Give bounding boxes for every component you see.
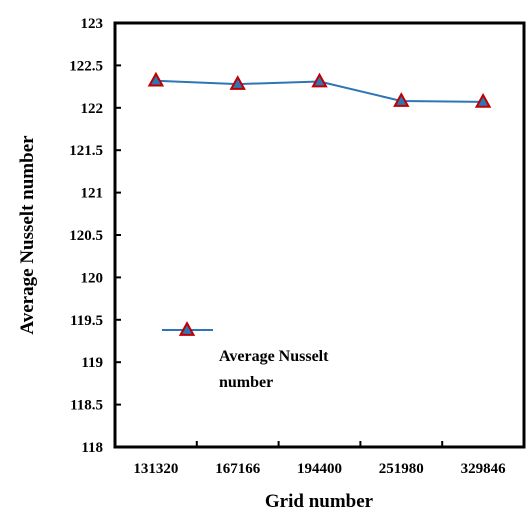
y-tick-label: 118.5 xyxy=(70,398,103,414)
y-tick-label: 120.5 xyxy=(69,228,103,244)
x-tick-label: 251980 xyxy=(379,461,424,477)
x-tick-label: 194400 xyxy=(297,461,342,477)
series-layer xyxy=(147,71,492,108)
y-tick-label: 118 xyxy=(81,440,103,456)
x-axis-title: Grid number xyxy=(265,491,374,512)
y-tick-label: 121 xyxy=(81,186,104,202)
legend-label-line-1: Average Nusselt xyxy=(219,348,329,365)
x-axis-ticks: 131320 167166 194400 251980 329846 xyxy=(133,441,506,477)
legend-marker xyxy=(178,321,196,336)
y-tick-label: 120 xyxy=(81,270,104,286)
data-point-marker xyxy=(229,75,246,90)
y-tick-label: 119.5 xyxy=(70,313,103,329)
x-tick-label: 329846 xyxy=(461,461,507,477)
data-point-marker xyxy=(311,72,328,88)
legend: Average Nusselt number xyxy=(162,321,329,391)
data-point-marker xyxy=(147,71,165,87)
x-tick-label: 167166 xyxy=(215,461,261,477)
y-tick-label: 121.5 xyxy=(69,143,103,159)
y-tick-label: 122 xyxy=(81,101,104,117)
x-tick-label: 131320 xyxy=(133,461,178,477)
y-axis-ticks: 118 118.5 119 119.5 120 120.5 121 121.5 122 122.5… xyxy=(69,16,121,456)
legend-label-line-2: number xyxy=(219,374,273,391)
y-axis-title: Average Nusselt number xyxy=(17,135,38,335)
data-point-marker xyxy=(393,92,410,107)
data-point-marker xyxy=(474,92,492,108)
y-tick-label: 122.5 xyxy=(69,58,103,74)
y-tick-label: 123 xyxy=(81,16,104,32)
y-tick-label: 119 xyxy=(81,355,103,371)
